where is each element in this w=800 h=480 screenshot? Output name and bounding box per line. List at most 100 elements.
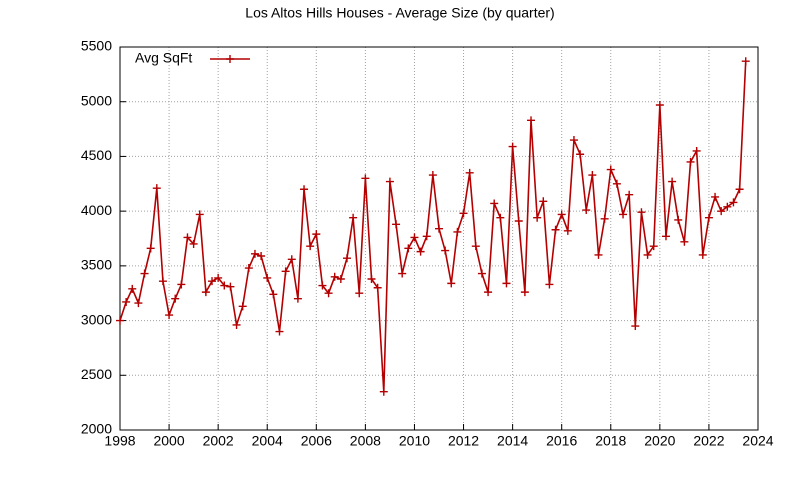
x-tick-label: 2020 bbox=[644, 433, 675, 449]
point-marker bbox=[152, 184, 161, 193]
point-marker bbox=[741, 57, 750, 66]
point-marker bbox=[717, 207, 726, 216]
x-tick-label: 2024 bbox=[742, 433, 773, 449]
x-tick-label: 1998 bbox=[104, 433, 135, 449]
point-marker bbox=[275, 327, 284, 336]
point-marker bbox=[668, 177, 677, 186]
point-marker bbox=[631, 322, 640, 331]
point-marker bbox=[355, 289, 364, 298]
point-marker bbox=[551, 225, 560, 234]
legend-marker bbox=[226, 55, 234, 63]
point-marker bbox=[582, 206, 591, 215]
point-marker bbox=[238, 302, 247, 311]
point-marker bbox=[183, 233, 192, 242]
point-marker bbox=[385, 177, 394, 186]
y-tick-label: 4500 bbox=[81, 147, 112, 163]
point-marker bbox=[606, 165, 615, 174]
point-marker bbox=[539, 197, 548, 206]
x-tick-label: 2002 bbox=[203, 433, 234, 449]
point-marker bbox=[576, 150, 585, 159]
y-tick-label: 3000 bbox=[81, 311, 112, 327]
point-marker bbox=[201, 288, 210, 297]
point-marker bbox=[244, 264, 253, 273]
point-marker bbox=[330, 272, 339, 281]
point-marker bbox=[520, 288, 529, 297]
point-marker bbox=[392, 220, 401, 229]
point-marker bbox=[588, 171, 597, 180]
point-marker bbox=[711, 192, 720, 201]
y-tick-label: 3500 bbox=[81, 257, 112, 273]
point-marker bbox=[171, 294, 180, 303]
point-marker bbox=[514, 216, 523, 225]
point-marker bbox=[533, 213, 542, 222]
y-tick-label: 5000 bbox=[81, 92, 112, 108]
point-marker bbox=[404, 244, 413, 253]
y-tick-label: 4000 bbox=[81, 202, 112, 218]
x-tick-label: 2022 bbox=[693, 433, 724, 449]
point-marker bbox=[373, 283, 382, 292]
y-tick-label: 2500 bbox=[81, 366, 112, 382]
point-marker bbox=[122, 297, 131, 306]
x-tick-label: 2014 bbox=[497, 433, 528, 449]
point-marker bbox=[263, 273, 272, 282]
point-marker bbox=[195, 210, 204, 219]
point-marker bbox=[220, 281, 229, 290]
point-marker bbox=[208, 277, 217, 286]
x-tick-label: 2006 bbox=[301, 433, 332, 449]
point-marker bbox=[477, 269, 486, 278]
point-marker bbox=[600, 214, 609, 223]
point-marker bbox=[692, 146, 701, 155]
point-marker bbox=[349, 213, 358, 222]
point-marker bbox=[398, 269, 407, 278]
point-marker bbox=[367, 274, 376, 283]
point-marker bbox=[128, 284, 137, 293]
point-marker bbox=[189, 239, 198, 248]
point-marker bbox=[649, 242, 658, 251]
point-marker bbox=[422, 232, 431, 241]
point-marker bbox=[735, 185, 744, 194]
point-marker bbox=[306, 242, 315, 251]
point-marker bbox=[508, 142, 517, 151]
point-marker bbox=[447, 279, 456, 288]
x-tick-label: 2008 bbox=[350, 433, 381, 449]
point-marker bbox=[471, 242, 480, 251]
point-marker bbox=[729, 198, 738, 207]
point-marker bbox=[293, 294, 302, 303]
point-marker bbox=[281, 267, 290, 276]
point-marker bbox=[361, 174, 370, 183]
point-marker bbox=[484, 288, 493, 297]
x-tick-label: 2016 bbox=[546, 433, 577, 449]
point-marker bbox=[342, 254, 351, 263]
point-marker bbox=[441, 246, 450, 255]
point-marker bbox=[300, 185, 309, 194]
point-marker bbox=[704, 213, 713, 222]
x-tick-label: 2000 bbox=[153, 433, 184, 449]
point-marker bbox=[655, 100, 664, 109]
point-marker bbox=[459, 209, 468, 218]
point-marker bbox=[318, 281, 327, 290]
point-marker bbox=[379, 387, 388, 396]
point-marker bbox=[232, 320, 241, 329]
point-marker bbox=[116, 316, 124, 325]
point-marker bbox=[410, 233, 419, 242]
point-marker bbox=[698, 250, 707, 259]
point-marker bbox=[569, 136, 578, 145]
point-marker bbox=[269, 290, 278, 299]
point-marker bbox=[324, 289, 333, 298]
point-marker bbox=[435, 224, 443, 233]
point-marker bbox=[686, 157, 695, 166]
point-marker bbox=[140, 269, 149, 278]
point-marker bbox=[527, 116, 536, 125]
point-marker bbox=[661, 232, 670, 241]
point-marker bbox=[594, 250, 603, 259]
point-marker bbox=[643, 250, 652, 259]
point-marker bbox=[674, 215, 683, 224]
point-marker bbox=[563, 226, 572, 235]
point-marker bbox=[134, 299, 143, 308]
point-marker bbox=[428, 171, 437, 180]
point-marker bbox=[465, 168, 474, 177]
point-marker bbox=[496, 213, 505, 222]
point-marker bbox=[165, 311, 174, 320]
y-tick-label: 5500 bbox=[81, 38, 112, 54]
